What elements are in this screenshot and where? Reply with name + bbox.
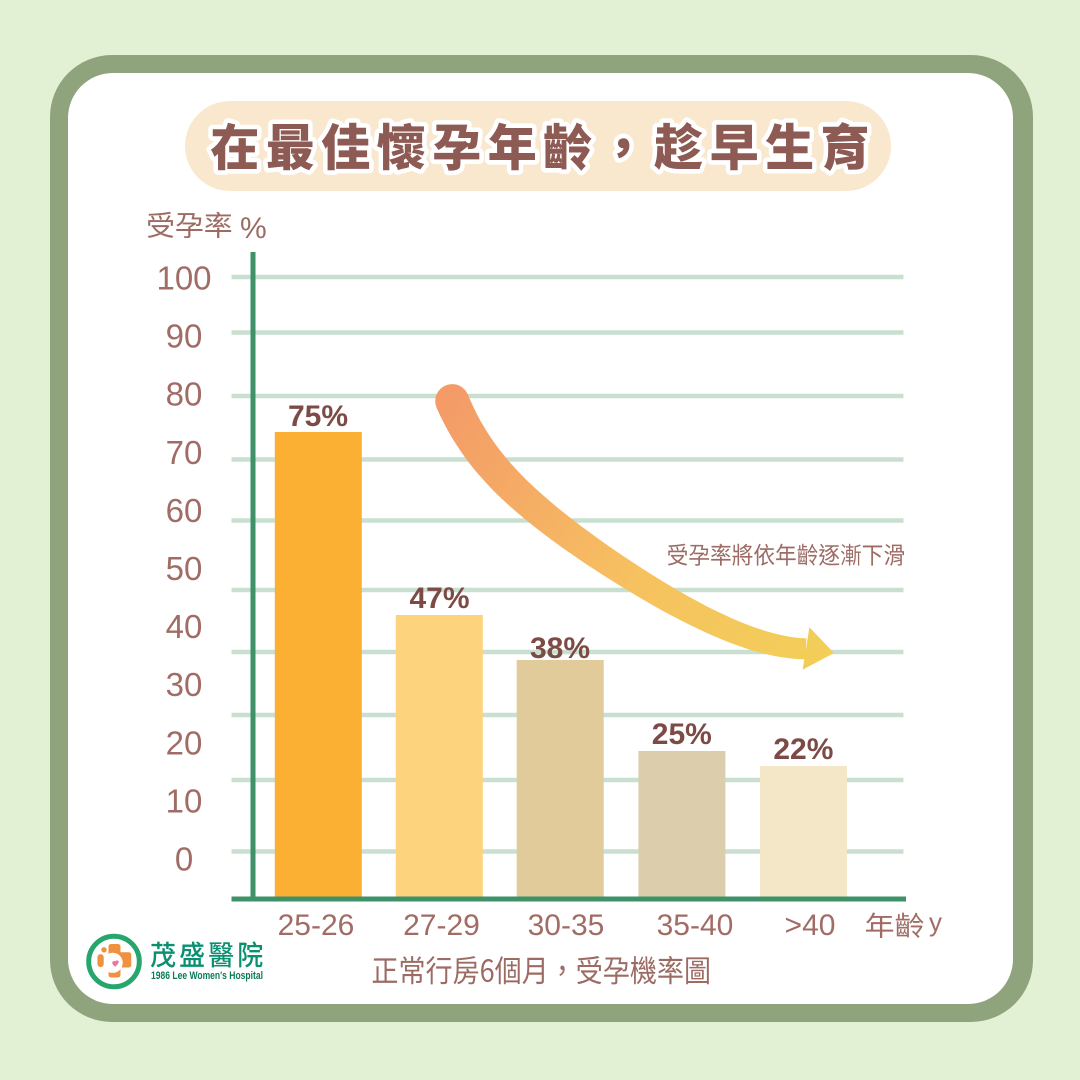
svg-text:30-35: 30-35 [528, 909, 605, 942]
svg-text:20: 20 [166, 725, 203, 762]
svg-text:0: 0 [175, 841, 193, 878]
svg-text:27-29: 27-29 [403, 909, 480, 942]
svg-text:>40: >40 [785, 909, 836, 942]
svg-text:10: 10 [166, 783, 203, 820]
svg-text:30: 30 [166, 666, 203, 703]
svg-text:40: 40 [166, 608, 203, 645]
svg-text:25%: 25% [652, 718, 712, 751]
svg-text:25-26: 25-26 [278, 909, 355, 942]
svg-text:75%: 75% [288, 400, 348, 433]
svg-text:70: 70 [166, 434, 203, 471]
svg-text:1986 Lee Women's Hospital: 1986 Lee Women's Hospital [151, 970, 263, 982]
svg-text:100: 100 [156, 260, 211, 297]
svg-text:80: 80 [166, 376, 203, 413]
svg-text:90: 90 [166, 318, 203, 355]
svg-text:22%: 22% [773, 733, 833, 766]
svg-text:47%: 47% [409, 582, 469, 615]
svg-text:35-40: 35-40 [657, 909, 734, 942]
svg-text:38%: 38% [530, 632, 590, 665]
svg-text:50: 50 [166, 550, 203, 587]
svg-text:%: % [240, 212, 267, 245]
svg-text:60: 60 [166, 492, 203, 529]
svg-text:y: y [929, 907, 942, 937]
